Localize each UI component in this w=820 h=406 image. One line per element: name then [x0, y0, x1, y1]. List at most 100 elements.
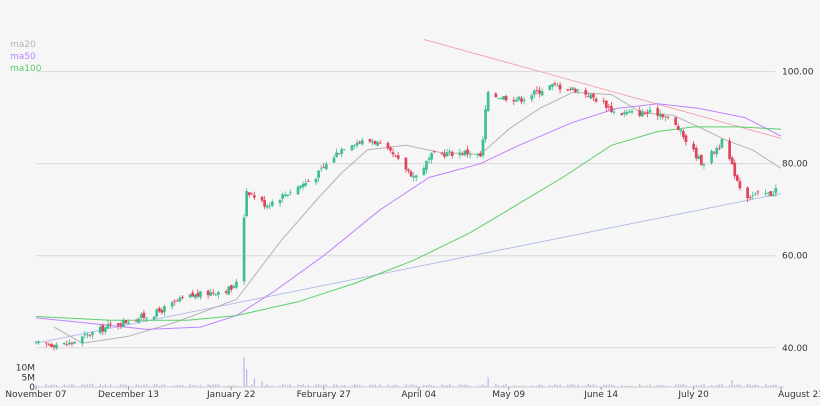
volume-bar — [623, 385, 625, 387]
candle-body — [73, 341, 76, 344]
candle-body — [638, 110, 642, 116]
candle-body — [404, 157, 408, 170]
volume-bar — [369, 384, 371, 387]
candle-body — [235, 281, 238, 288]
candle-body — [253, 195, 256, 198]
volume-bar — [225, 385, 227, 387]
volume-bar — [770, 385, 772, 387]
volume-bar — [551, 385, 553, 387]
candle-body — [646, 112, 649, 114]
candle-body — [499, 98, 503, 100]
legend-item-ma20: ma20 — [10, 40, 36, 50]
volume-bar — [585, 385, 587, 387]
volume-bar — [212, 384, 214, 387]
candle-body — [88, 334, 92, 336]
candle-body — [735, 175, 739, 181]
candle-body — [558, 84, 562, 90]
candle-body — [37, 341, 40, 343]
volume-bar — [621, 385, 623, 387]
volume-bar — [127, 385, 130, 387]
volume-bar — [323, 383, 325, 387]
candle-body — [391, 152, 395, 155]
candle-body — [193, 294, 197, 298]
candle-body — [658, 113, 662, 117]
candle-body — [625, 112, 629, 114]
candle-body — [409, 171, 413, 177]
volume-bar — [194, 385, 196, 387]
candle-body — [746, 187, 749, 199]
volume-bar — [664, 385, 666, 387]
candle-body — [748, 197, 752, 198]
candle-body — [358, 142, 362, 144]
candle-body — [515, 99, 518, 102]
volume-bar — [703, 384, 705, 387]
candle-body — [715, 148, 719, 155]
candle-body — [371, 141, 374, 143]
volume-bar — [353, 384, 356, 387]
volume-bar — [107, 385, 109, 387]
candle-body — [620, 113, 624, 115]
volume-bar — [518, 385, 520, 387]
candle-body — [55, 344, 58, 349]
volume-bar — [143, 384, 145, 387]
candle-body — [468, 154, 472, 155]
volume-bar — [395, 384, 397, 387]
volume-bar — [767, 385, 769, 387]
volume-bar — [325, 384, 327, 387]
candle-body — [170, 302, 174, 307]
volume-bar — [657, 384, 659, 387]
volume-bar — [305, 385, 307, 387]
candle-body — [666, 116, 670, 118]
candle-body — [710, 150, 713, 163]
candle-body — [304, 182, 308, 186]
candle-body — [296, 186, 300, 195]
candle-body — [396, 155, 400, 159]
volume-bar — [181, 384, 184, 387]
candle-body — [322, 167, 326, 168]
volume-bar — [739, 384, 741, 387]
candle-body — [682, 130, 685, 138]
candle-body — [450, 152, 454, 156]
volume-bar — [536, 385, 538, 387]
volume-bar — [685, 385, 687, 387]
candle-body — [52, 345, 56, 348]
candle-body — [199, 291, 202, 298]
candle-body — [458, 152, 462, 156]
volume-bar — [109, 383, 112, 387]
candle-body — [206, 290, 210, 296]
candle-body — [232, 286, 236, 288]
volume-bar — [757, 384, 759, 387]
candle-body — [548, 85, 552, 90]
volume-bar — [279, 385, 281, 387]
volume-bar — [315, 384, 317, 387]
volume-bar — [156, 384, 158, 387]
candle-body — [139, 314, 143, 318]
volume-bar — [497, 385, 500, 387]
volume-bar — [86, 384, 88, 387]
volume-bar — [574, 385, 577, 387]
volume-bar — [595, 385, 597, 387]
candle-body — [104, 327, 107, 332]
candle-body — [694, 148, 698, 159]
candle-body — [175, 300, 179, 302]
candle-body — [124, 320, 128, 323]
candle-body — [360, 140, 364, 145]
candle-body — [368, 139, 372, 142]
volume-bar — [174, 385, 176, 387]
candle-body — [324, 164, 328, 170]
candle-body — [448, 151, 451, 153]
volume-bar — [752, 385, 754, 387]
candle-body — [91, 332, 94, 336]
candle-body — [227, 286, 231, 295]
volume-bar — [628, 385, 631, 387]
candle-body — [70, 342, 74, 344]
volume-bar — [335, 384, 338, 387]
volume-bar — [764, 384, 767, 387]
volume-bar — [559, 384, 561, 387]
candle-body — [378, 142, 382, 144]
candle-body — [425, 160, 428, 170]
volume-bar — [731, 380, 733, 387]
volume-bar — [610, 384, 613, 387]
